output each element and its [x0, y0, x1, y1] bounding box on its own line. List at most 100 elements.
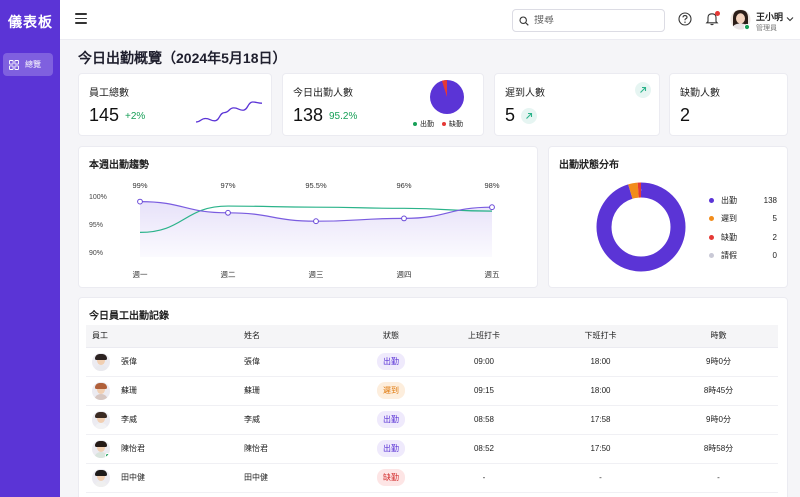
- data-label: 96%: [396, 181, 411, 190]
- data-label: 98%: [484, 181, 499, 190]
- kpi-value: 2: [680, 105, 691, 125]
- help-icon[interactable]: [678, 12, 692, 26]
- donut-slice: [596, 182, 686, 272]
- x-tick-label: 週一: [133, 270, 148, 279]
- name-cell: 田中健: [238, 463, 356, 493]
- kpi-card-absent: 缺勤人數 2: [669, 73, 788, 136]
- arrow-up-right-icon: [640, 86, 647, 93]
- column-header[interactable]: 上班打卡: [426, 325, 542, 348]
- employee-name: 陳怡君: [121, 444, 145, 453]
- kpi-label: 員工總數: [89, 88, 129, 99]
- hours-cell: 8時58分: [659, 434, 778, 464]
- x-tick-label: 週五: [485, 270, 500, 279]
- avatar[interactable]: [730, 9, 751, 36]
- trend-point: [137, 198, 143, 205]
- trend-point: [313, 218, 319, 225]
- section-title: 本週出勤趨勢: [89, 160, 149, 171]
- status-badge: 出勤: [377, 440, 405, 457]
- pie-slice-absent: [441, 80, 447, 97]
- avatar: [92, 439, 110, 458]
- kpi-value: 138: [293, 105, 324, 125]
- kpi-label: 缺勤人數: [680, 88, 720, 99]
- clock-in-cell: 08:52: [426, 434, 542, 464]
- table-row[interactable]: 張偉 張偉 出勤 09:00 18:00 9時0分: [86, 347, 778, 377]
- legend-item: 遲到 5: [709, 213, 777, 224]
- column-header[interactable]: 姓名: [238, 325, 356, 348]
- name-cell: 李威: [238, 405, 356, 435]
- sidebar: 儀表板 總覽: [0, 0, 60, 497]
- y-tick-label: 95%: [89, 222, 103, 229]
- trend-point: [225, 209, 231, 216]
- clock-out-cell: -: [542, 463, 659, 493]
- distribution-card: 出勤狀態分布 出勤 138 遲到 5 缺勤 2 請假 0: [548, 146, 788, 288]
- column-header[interactable]: 時數: [659, 325, 778, 348]
- trend-line-secondary: [139, 205, 493, 233]
- hours-cell: 9時0分: [659, 347, 778, 377]
- table-row[interactable]: 陳怡君 陳怡君 出勤 08:52 17:50 8時58分: [86, 434, 778, 464]
- name-cell: 陳怡君: [238, 434, 356, 464]
- status-cell: 缺勤: [356, 463, 426, 493]
- trend-badge: [635, 82, 651, 98]
- sparkline-line: [195, 101, 263, 123]
- donut-sep: [603, 189, 679, 265]
- kpi-card-total: 員工總數 145 +2%: [78, 73, 272, 136]
- trend-point: [401, 215, 407, 222]
- notification-dot: [715, 11, 720, 16]
- search-input[interactable]: [534, 15, 654, 26]
- bell-icon: [705, 13, 719, 26]
- hours-cell: 9時0分: [659, 405, 778, 435]
- pie-legend: 出勤 缺勤: [413, 119, 463, 129]
- column-header[interactable]: 下班打卡: [542, 325, 659, 348]
- legend-item: 缺勤 2: [709, 232, 777, 243]
- y-tick-label: 90%: [89, 250, 103, 257]
- kpi-value: 145: [89, 105, 120, 125]
- search-box[interactable]: [512, 9, 665, 32]
- clock-in-cell: 09:00: [426, 347, 542, 377]
- arrow-up-right-icon: [526, 112, 533, 119]
- clock-in-cell: -: [426, 463, 542, 493]
- sparkline-chart: [195, 101, 263, 123]
- x-tick-label: 週四: [397, 270, 412, 279]
- menu-icon[interactable]: [75, 13, 87, 25]
- notification-button[interactable]: [705, 11, 720, 31]
- clock-in-cell: 08:58: [426, 405, 542, 435]
- section-title: 今日員工出勤記錄: [89, 311, 169, 322]
- sidebar-item-label: 總覽: [25, 60, 41, 69]
- column-header[interactable]: 員工: [86, 325, 238, 348]
- x-tick-label: 週三: [309, 270, 324, 279]
- name-cell: 蘇珊: [238, 376, 356, 406]
- y-tick-label: 100%: [89, 194, 107, 201]
- clock-in-cell: 09:15: [426, 376, 542, 406]
- trend-point: [489, 204, 495, 211]
- status-donut-chart: [596, 182, 686, 272]
- column-header[interactable]: 狀態: [356, 325, 426, 348]
- name-cell: 張偉: [238, 347, 356, 377]
- kpi-delta: +2%: [125, 111, 146, 122]
- trend-card: 本週出勤趨勢 100% 95% 90% 99% 週一 97% 週二 95.5% 週三 96% 週四 9…: [78, 146, 538, 288]
- table-row[interactable]: 田中健 田中健 缺勤 - - -: [86, 463, 778, 493]
- hours-cell: 8時45分: [659, 376, 778, 406]
- table-header-row: 員工 姓名 狀態 上班打卡 下班打卡 時數: [86, 325, 778, 348]
- chevron-down-icon[interactable]: [786, 16, 794, 22]
- employee-name: 張偉: [121, 357, 137, 366]
- data-label: 95.5%: [305, 181, 327, 190]
- status-badge: 出勤: [377, 411, 405, 428]
- avatar: [92, 352, 110, 371]
- legend-absent: 缺勤: [449, 121, 463, 128]
- x-tick-label: 週二: [221, 270, 236, 279]
- status-badge: 出勤: [377, 353, 405, 370]
- page-title: 今日出勤概覽（2024年5月18日）: [78, 50, 287, 66]
- grid-icon: [9, 59, 19, 70]
- status-cell: 出勤: [356, 405, 426, 435]
- trend-badge: [521, 108, 537, 124]
- legend-item: 出勤 138: [709, 195, 777, 206]
- search-icon: [519, 15, 529, 26]
- table-row[interactable]: 李威 李威 出勤 08:58 17:58 9時0分: [86, 405, 778, 435]
- table-row[interactable]: 蘇珊 蘇珊 遲到 09:15 18:00 8時45分: [86, 376, 778, 406]
- attendance-table: 員工 姓名 狀態 上班打卡 下班打卡 時數 張偉 張偉 出勤 09:00 18:00 9時…: [86, 325, 778, 493]
- status-cell: 出勤: [356, 347, 426, 377]
- sidebar-item-overview[interactable]: 總覽: [3, 53, 53, 76]
- user-name: 王小明: [756, 12, 784, 22]
- status-cell: 遲到: [356, 376, 426, 406]
- legend-present: 出勤: [420, 121, 434, 128]
